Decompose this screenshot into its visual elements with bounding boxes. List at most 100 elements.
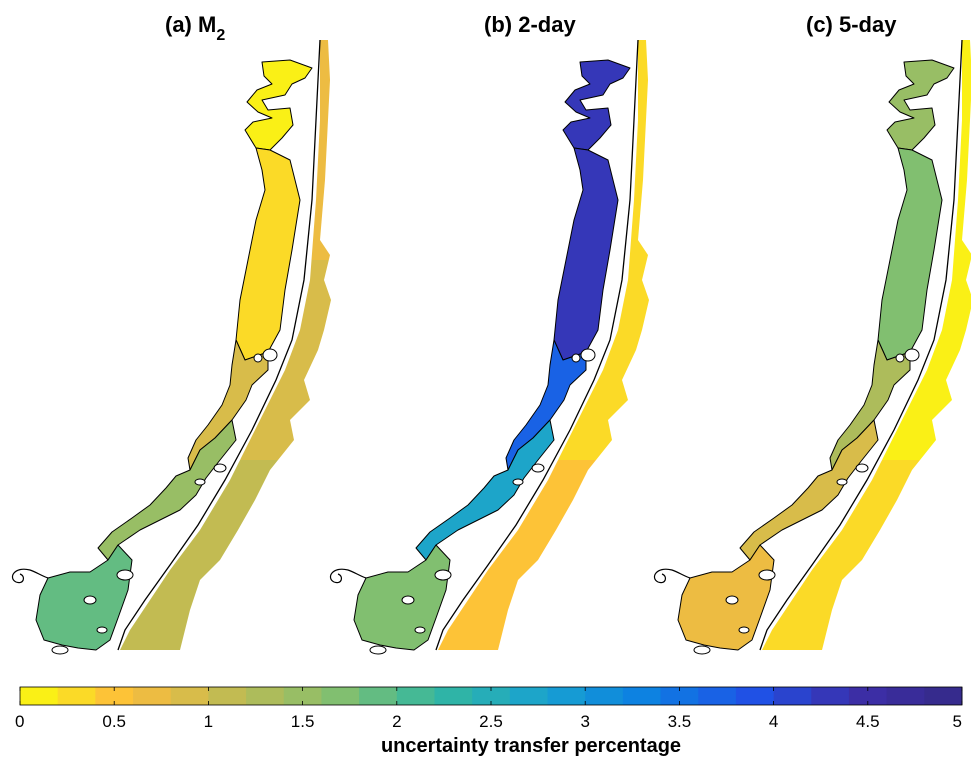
colorbar-level (547, 687, 586, 705)
colorbar-level (622, 687, 662, 705)
bay-region-bay-mid (877, 147, 943, 361)
bay-region-bay-tip (353, 544, 451, 651)
colorbar-tick-label: 0.5 (102, 712, 126, 731)
island (758, 569, 776, 581)
island (194, 478, 206, 486)
colorbar-level (735, 687, 775, 705)
ocean-zone-mid (240, 260, 331, 460)
colorbar-level (170, 687, 209, 705)
bay-region-bay-lower (97, 419, 237, 561)
colorbar-level (321, 687, 360, 705)
bay-region-bay-tip (677, 544, 775, 651)
panel-title-main: 5-day (839, 12, 897, 37)
island (512, 478, 524, 486)
colorbar-level (20, 687, 59, 705)
colorbar-level (95, 687, 134, 705)
inlet-hook (329, 568, 367, 584)
panel-label: (b) (484, 12, 518, 37)
island (571, 353, 581, 363)
inlet-hook (11, 568, 49, 584)
island (693, 645, 711, 655)
panel-title-main: 2-day (518, 12, 576, 37)
bay-region-bay-north (244, 59, 313, 151)
island (738, 626, 750, 634)
colorbar-level (396, 687, 435, 705)
panel-title-subscript: 2 (216, 27, 225, 44)
colorbar-tick-label: 1 (204, 712, 213, 731)
island (369, 645, 387, 655)
colorbar-tick-label: 1.5 (291, 712, 315, 731)
ocean-zone-south (120, 460, 331, 650)
colorbar-tick-label: 4.5 (856, 712, 880, 731)
colorbar-level (698, 687, 737, 705)
colorbar-level (208, 687, 247, 705)
colorbar: 0 0.5 1 1.5 2 2.5 3 3.5 4 4.5 5 uncertainty transfe… (15, 686, 963, 757)
colorbar-tick-label: 3.5 (668, 712, 692, 731)
island (904, 348, 920, 362)
panel-title-main: M (198, 12, 216, 37)
island (725, 595, 739, 605)
ocean-zone-south (762, 460, 971, 650)
island (836, 478, 848, 486)
island (401, 595, 415, 605)
island (895, 353, 905, 363)
bay-region-bay-mid (553, 147, 619, 361)
panel-title: (a) M2 (165, 12, 225, 44)
island (83, 595, 97, 605)
barrier-coastline (759, 39, 963, 651)
bay-region-bay-lower (415, 419, 555, 561)
colorbar-level (246, 687, 285, 705)
colorbar-level (57, 687, 96, 705)
panel-title: (c) 5-day (806, 12, 897, 37)
colorbar-level (848, 687, 888, 705)
colorbar-tick-label: 5 (953, 712, 962, 731)
island (116, 569, 134, 581)
map-panel-a: (a) M2 (11, 12, 331, 655)
colorbar-level (924, 687, 963, 705)
island (580, 348, 596, 362)
inlet-hook (653, 568, 691, 584)
colorbar-level (359, 687, 398, 705)
ocean-zone-mid (558, 260, 649, 460)
colorbar-level (283, 687, 322, 705)
island (414, 626, 426, 634)
barrier-coastline (435, 39, 639, 651)
island (855, 463, 869, 473)
island (51, 645, 69, 655)
island (96, 626, 108, 634)
panel-label: (a) (165, 12, 198, 37)
colorbar-level (886, 687, 925, 705)
island (213, 463, 227, 473)
colorbar-tick-label: 3 (580, 712, 589, 731)
colorbar-tick-label: 2 (392, 712, 401, 731)
colorbar-tick-label: 0 (15, 712, 24, 731)
barrier-coastline (117, 39, 321, 651)
bay-region-bay-lower (739, 419, 879, 561)
colorbar-label: uncertainty transfer percentage (381, 735, 681, 757)
bay-region-bay-tip (35, 544, 133, 651)
colorbar-level (472, 687, 511, 705)
island (262, 348, 278, 362)
colorbar-tick-label: 2.5 (479, 712, 503, 731)
map-panels: (a) M2 (b) 2-day (c) 5-day (11, 12, 971, 655)
island (253, 353, 263, 363)
colorbar-level (811, 687, 850, 705)
colorbar-level (434, 687, 473, 705)
bay-region-bay-north (886, 59, 955, 151)
map-panel-c: (c) 5-day (653, 12, 971, 655)
colorbar-level (660, 687, 699, 705)
bay-region-bay-mid (235, 147, 301, 361)
colorbar-level (585, 687, 624, 705)
colorbar-level (133, 687, 172, 705)
map-panel-b: (b) 2-day (329, 12, 649, 655)
colorbar-level (773, 687, 812, 705)
colorbar-tick-label: 4 (769, 712, 778, 731)
panel-label: (c) (806, 12, 839, 37)
panel-title: (b) 2-day (484, 12, 576, 37)
ocean-zone-mid (882, 260, 971, 460)
island (531, 463, 545, 473)
bay-region-bay-north (562, 59, 631, 151)
island (434, 569, 452, 581)
